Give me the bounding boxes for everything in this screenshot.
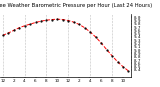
Text: Milwaukee Weather Barometric Pressure per Hour (Last 24 Hours): Milwaukee Weather Barometric Pressure pe…	[0, 3, 153, 8]
